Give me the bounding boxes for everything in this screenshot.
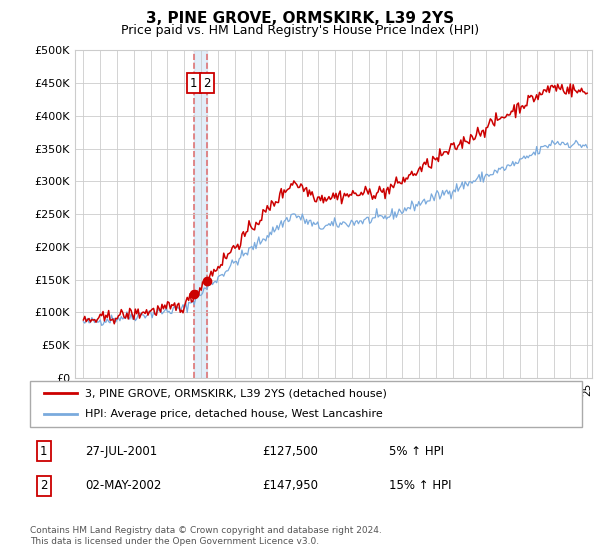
- Text: 3, PINE GROVE, ORMSKIRK, L39 2YS: 3, PINE GROVE, ORMSKIRK, L39 2YS: [146, 11, 454, 26]
- Text: 2: 2: [203, 77, 211, 90]
- Text: 2: 2: [40, 479, 47, 492]
- Text: £127,500: £127,500: [262, 445, 318, 458]
- Text: Contains HM Land Registry data © Crown copyright and database right 2024.
This d: Contains HM Land Registry data © Crown c…: [30, 526, 382, 546]
- Text: £147,950: £147,950: [262, 479, 318, 492]
- Text: 27-JUL-2001: 27-JUL-2001: [85, 445, 157, 458]
- Text: HPI: Average price, detached house, West Lancashire: HPI: Average price, detached house, West…: [85, 409, 383, 419]
- Text: 5% ↑ HPI: 5% ↑ HPI: [389, 445, 444, 458]
- Bar: [194, 50, 206, 378]
- Text: 1: 1: [190, 77, 197, 90]
- Text: 1: 1: [40, 445, 47, 458]
- Text: 15% ↑ HPI: 15% ↑ HPI: [389, 479, 451, 492]
- Text: 02-MAY-2002: 02-MAY-2002: [85, 479, 161, 492]
- FancyBboxPatch shape: [30, 381, 582, 427]
- Text: Price paid vs. HM Land Registry's House Price Index (HPI): Price paid vs. HM Land Registry's House …: [121, 24, 479, 36]
- Text: 3, PINE GROVE, ORMSKIRK, L39 2YS (detached house): 3, PINE GROVE, ORMSKIRK, L39 2YS (detach…: [85, 388, 387, 398]
